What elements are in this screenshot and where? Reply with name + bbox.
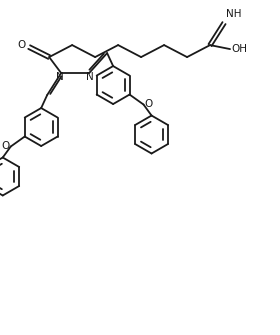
Text: N: N	[56, 72, 64, 82]
Text: O: O	[144, 98, 153, 109]
Text: N: N	[86, 72, 94, 82]
Text: O: O	[1, 140, 10, 150]
Text: O: O	[17, 40, 25, 50]
Text: NH: NH	[226, 9, 242, 19]
Text: OH: OH	[231, 44, 247, 54]
